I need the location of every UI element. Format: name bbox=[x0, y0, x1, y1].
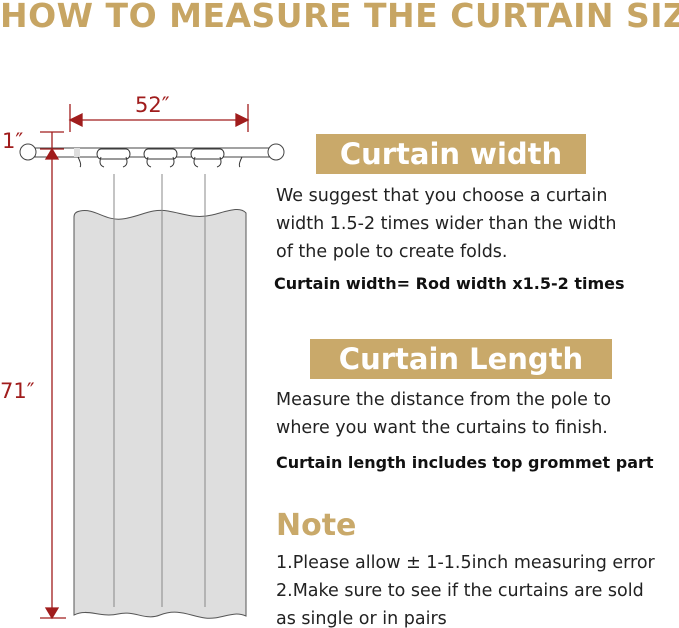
note-item: as single or in pairs bbox=[276, 609, 447, 628]
width-formula: Curtain width= Rod width x1.5-2 times bbox=[274, 274, 625, 293]
text-line: We suggest that you choose a curtain bbox=[276, 186, 608, 206]
fold-lines bbox=[113, 174, 206, 607]
length-dimension bbox=[40, 131, 66, 620]
curtain-diagram: 52″ 1″ 71″ bbox=[0, 93, 285, 620]
page-title: HOW TO MEASURE THE CURTAIN SIZE bbox=[0, 0, 679, 35]
curtain-width-heading: Curtain width bbox=[316, 134, 586, 174]
width-dimension bbox=[68, 104, 250, 132]
note-item: 2.Make sure to see if the curtains are s… bbox=[276, 581, 644, 601]
header-label: 1″ bbox=[2, 129, 23, 153]
note-heading: Note bbox=[276, 508, 357, 543]
text-line: where you want the curtains to finish. bbox=[276, 418, 608, 438]
length-description: Measure the distance from the pole to wh… bbox=[276, 386, 611, 442]
text-line: Measure the distance from the pole to bbox=[276, 390, 612, 410]
text-line: of the pole to create folds. bbox=[276, 242, 508, 262]
curtain-length-heading: Curtain Length bbox=[310, 339, 612, 379]
grommets bbox=[74, 148, 243, 168]
width-label: 52″ bbox=[135, 93, 170, 117]
width-description: We suggest that you choose a curtain wid… bbox=[276, 182, 617, 266]
text-line: width 1.5-2 times wider than the width bbox=[276, 214, 617, 234]
length-label: 71″ bbox=[0, 379, 35, 403]
note-list: 1.Please allow ± 1-1.5inch measuring err… bbox=[276, 549, 655, 628]
note-item: 1.Please allow ± 1-1.5inch measuring err… bbox=[276, 553, 655, 573]
length-formula: Curtain length includes top grommet part bbox=[276, 453, 654, 472]
curtain-panel bbox=[73, 209, 247, 619]
